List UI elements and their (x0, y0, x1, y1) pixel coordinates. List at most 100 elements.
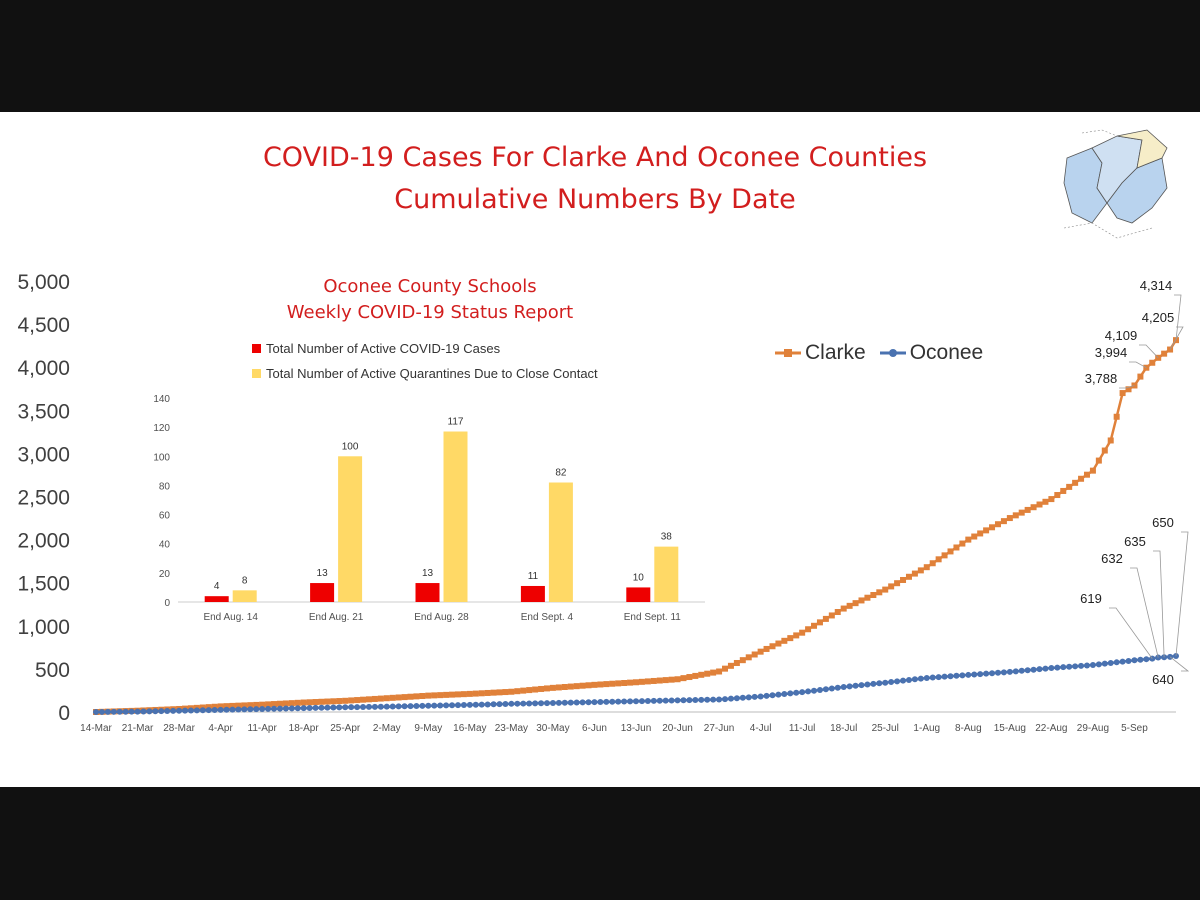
oconee-point (211, 706, 218, 713)
clarke-point (1089, 467, 1096, 474)
oconee-point (633, 698, 639, 705)
oconee-point (929, 674, 936, 681)
chart-canvas: 0 500 1,000 1,500 2,000 2,500 3,000 3,500 4,000 4… (17, 271, 1190, 734)
clarke-point (633, 679, 639, 686)
inset-subtitle: Weekly COVID-19 Status Report (286, 302, 574, 323)
oconee-point (567, 699, 574, 706)
oconee-point (532, 700, 539, 707)
legend-label-quarantines: Total Number of Active Quarantines Due t… (266, 366, 598, 381)
oconee-point (419, 702, 426, 709)
oconee-point (514, 700, 521, 707)
inset-category-label: End Aug. 21 (309, 612, 364, 623)
clarke-point (799, 629, 806, 636)
clarke-point (288, 700, 295, 707)
x-tick-label: 28-Mar (163, 723, 195, 734)
clarke-point (977, 530, 984, 537)
oconee-point (140, 708, 147, 715)
clarke-point (265, 701, 272, 708)
oconee-point (306, 704, 313, 711)
bar-value-label: 82 (555, 468, 567, 479)
bar-value-label: 13 (422, 568, 434, 579)
oconee-point (182, 707, 189, 714)
annotation-label: 4,314 (1140, 278, 1173, 293)
clarke-point (1006, 515, 1013, 522)
x-tick-label: 14-Mar (80, 723, 112, 734)
oconee-point (1066, 663, 1073, 670)
clarke-point (454, 691, 461, 698)
clarke-point (1101, 447, 1108, 454)
x-tick-label: 18-Apr (289, 723, 320, 734)
oconee-point (282, 705, 289, 712)
clarke-point (638, 678, 645, 685)
oconee-point (253, 706, 260, 713)
annotation-label: 640 (1152, 672, 1174, 687)
clarke-point (538, 685, 545, 692)
clarke-point (858, 597, 865, 604)
oconee-point (811, 687, 818, 694)
oconee-point (1137, 656, 1144, 663)
annotation-label: 619 (1080, 591, 1102, 606)
clarke-point (811, 622, 818, 629)
annotation-leader (1130, 567, 1159, 658)
oconee-point (1113, 659, 1120, 666)
clarke-point (733, 659, 740, 666)
clarke-point (864, 594, 871, 601)
chart-title: COVID-19 Cases For Clarke And Oconee Cou… (262, 142, 928, 173)
oconee-point (621, 698, 628, 705)
oconee-point (781, 691, 788, 698)
clarke-point (229, 702, 236, 709)
oconee-point (692, 696, 699, 703)
oconee-point (466, 701, 473, 708)
clarke-point (247, 702, 254, 709)
annotation-label: 4,205 (1142, 310, 1175, 325)
clarke-point (407, 693, 414, 700)
clarke-point (929, 560, 936, 567)
oconee-point (247, 706, 254, 713)
clarke-point (472, 690, 479, 697)
oconee-point (330, 704, 337, 711)
oconee-point (846, 683, 853, 690)
clarke-point (668, 676, 675, 683)
oconee-point (1131, 657, 1138, 664)
oconee-point (799, 689, 806, 696)
clarke-point (597, 681, 604, 688)
oconee-point (431, 702, 438, 709)
oconee-point (229, 706, 236, 713)
oconee-point (977, 671, 984, 678)
oconee-point (460, 702, 467, 709)
clarke-point (330, 698, 337, 705)
clarke-point (490, 689, 497, 696)
annotation-leader (1174, 294, 1182, 341)
clarke-point (1072, 479, 1079, 486)
oconee-point (739, 694, 746, 701)
oconee-point (656, 697, 663, 704)
clarke-point (710, 669, 717, 676)
oconee-point (1143, 656, 1150, 663)
x-tick-label: 9-May (414, 723, 442, 734)
oconee-point (805, 688, 812, 695)
x-tick-label: 20-Jun (662, 723, 693, 734)
oconee-point (104, 708, 111, 715)
oconee-point (787, 690, 794, 697)
oconee-point (484, 701, 491, 708)
oconee-point (1042, 665, 1049, 672)
oconee-point (1119, 658, 1126, 665)
oconee-point (164, 707, 171, 714)
inset-y-tick: 0 (164, 598, 170, 609)
clarke-point (342, 697, 349, 704)
x-tick-label: 6-Jun (582, 723, 607, 734)
bar-value-label: 38 (661, 532, 673, 543)
clarke-point (941, 552, 948, 559)
oconee-point (1036, 666, 1043, 673)
clarke-point (526, 687, 533, 694)
clarke-point (561, 684, 568, 691)
clarke-point (312, 699, 319, 706)
clarke-point (1042, 498, 1049, 505)
clarke-point (1113, 413, 1120, 420)
clarke-point (965, 536, 972, 543)
clarke-point (716, 668, 723, 675)
oconee-point (98, 708, 105, 715)
clarke-point (959, 540, 966, 547)
clarke-point (276, 700, 283, 707)
clarke-point (377, 695, 384, 702)
